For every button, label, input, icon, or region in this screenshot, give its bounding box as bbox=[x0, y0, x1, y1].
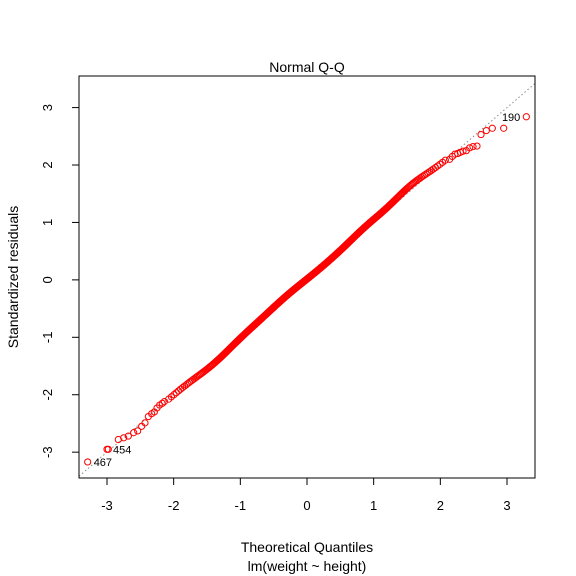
x-axis: -3 -2 -1 0 1 2 3 bbox=[101, 477, 511, 513]
data-point bbox=[141, 419, 149, 427]
y-tick-label: 1 bbox=[40, 219, 55, 226]
data-point bbox=[482, 126, 490, 135]
x-tick-label: 1 bbox=[370, 498, 377, 513]
x-tick-label: 0 bbox=[303, 498, 310, 513]
data-point bbox=[130, 429, 138, 437]
data-point bbox=[500, 124, 508, 132]
point-label-467: 467 bbox=[94, 457, 112, 469]
data-point bbox=[477, 130, 485, 139]
y-axis: -3 -2 -1 0 1 2 3 bbox=[40, 104, 80, 458]
data-point bbox=[170, 391, 178, 399]
x-tick-label: 2 bbox=[437, 498, 444, 513]
data-point bbox=[103, 445, 111, 453]
x-axis-subtitle: lm(weight ~ height) bbox=[248, 558, 367, 574]
x-axis-title: Theoretical Quantiles bbox=[241, 539, 373, 555]
data-point bbox=[124, 432, 132, 440]
x-tick-label: -3 bbox=[101, 498, 113, 513]
y-tick-label: 2 bbox=[40, 161, 55, 168]
x-tick-label: -2 bbox=[168, 498, 180, 513]
data-points bbox=[84, 113, 530, 466]
data-point bbox=[431, 163, 440, 172]
data-point bbox=[172, 389, 180, 397]
chart-title: Normal Q-Q bbox=[269, 59, 345, 75]
point-label-454: 454 bbox=[113, 444, 131, 456]
data-point bbox=[522, 113, 530, 121]
x-tick-label: -1 bbox=[235, 498, 247, 513]
point-label-190: 190 bbox=[502, 112, 520, 124]
y-tick-label: 3 bbox=[40, 104, 55, 111]
data-point bbox=[488, 124, 496, 132]
data-point bbox=[158, 399, 166, 407]
data-point bbox=[441, 156, 449, 164]
y-tick-label: -1 bbox=[40, 332, 55, 344]
data-point bbox=[473, 142, 481, 150]
data-point bbox=[424, 169, 432, 177]
y-axis-title: Standardized residuals bbox=[5, 206, 21, 348]
data-point bbox=[466, 144, 474, 152]
y-tick-label: 0 bbox=[40, 276, 55, 283]
data-point bbox=[84, 458, 92, 466]
data-point bbox=[469, 143, 477, 151]
y-tick-label: -3 bbox=[40, 446, 55, 458]
data-point bbox=[134, 427, 142, 435]
y-tick-label: -2 bbox=[40, 389, 55, 401]
x-tick-label: 3 bbox=[503, 498, 510, 513]
data-point bbox=[120, 434, 128, 442]
data-point bbox=[160, 398, 168, 406]
data-point bbox=[459, 147, 467, 155]
